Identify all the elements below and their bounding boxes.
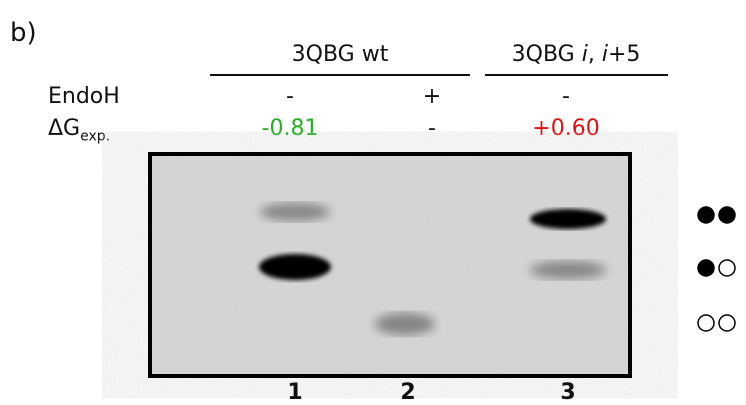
band: [530, 261, 606, 279]
glycan-markers: [698, 207, 735, 331]
band: [260, 203, 330, 221]
band: [259, 254, 331, 280]
lane-number: 3: [560, 380, 575, 405]
lane-number: 2: [400, 380, 415, 405]
band: [375, 313, 435, 335]
figure-panel: b) 3QBG wt 3QBG i, i+5 EndoH - + - ΔGexp…: [0, 0, 746, 405]
lane-number: 1: [287, 380, 302, 405]
band: [530, 209, 606, 229]
gel: [0, 0, 746, 405]
